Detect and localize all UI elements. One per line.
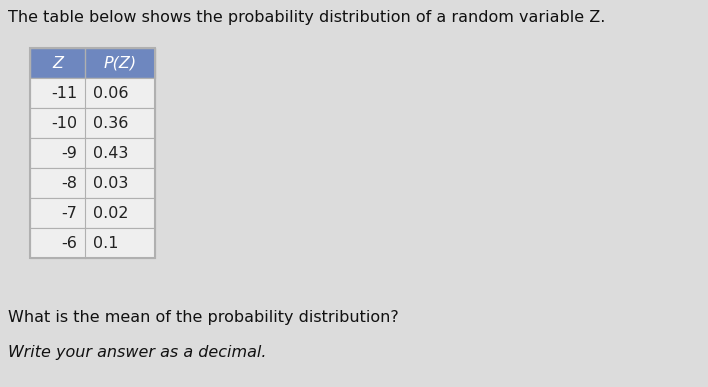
- Text: 0.43: 0.43: [93, 146, 128, 161]
- Text: What is the mean of the probability distribution?: What is the mean of the probability dist…: [8, 310, 399, 325]
- Text: P(Z): P(Z): [103, 55, 137, 70]
- Bar: [30, 168, 155, 198]
- Bar: [30, 48, 155, 258]
- Text: 0.06: 0.06: [93, 86, 128, 101]
- Bar: [30, 78, 155, 108]
- Text: -8: -8: [61, 175, 77, 190]
- Text: 0.03: 0.03: [93, 175, 128, 190]
- Text: The table below shows the probability distribution of a random variable Z.: The table below shows the probability di…: [8, 10, 605, 25]
- Bar: [30, 108, 155, 138]
- Text: -9: -9: [61, 146, 77, 161]
- Text: 0.1: 0.1: [93, 236, 118, 250]
- Text: -6: -6: [61, 236, 77, 250]
- Bar: [30, 138, 155, 168]
- Bar: [30, 48, 155, 78]
- Text: 0.02: 0.02: [93, 205, 128, 221]
- Bar: [30, 198, 155, 228]
- Text: -10: -10: [51, 115, 77, 130]
- Text: -11: -11: [51, 86, 77, 101]
- Text: -7: -7: [61, 205, 77, 221]
- Bar: [30, 228, 155, 258]
- Text: Z: Z: [52, 55, 63, 70]
- Text: Write your answer as a decimal.: Write your answer as a decimal.: [8, 345, 266, 360]
- Text: 0.36: 0.36: [93, 115, 128, 130]
